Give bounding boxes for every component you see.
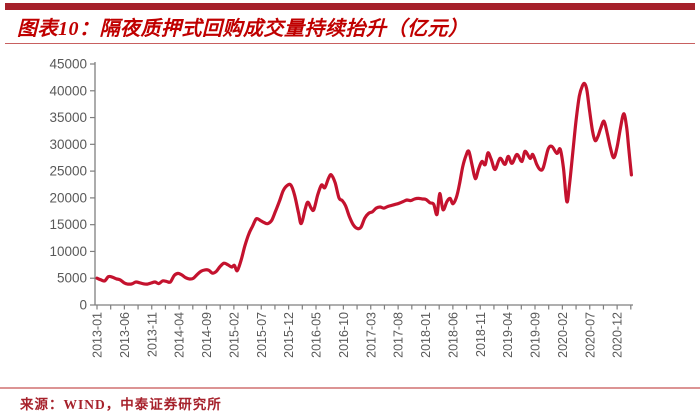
- footer-divider: [0, 387, 700, 389]
- x-axis-labels: 2013-01 2013-06 2013-11 2014-04 2014-09 2015-…: [91, 312, 625, 358]
- header-accent-bar: [5, 3, 695, 10]
- svg-text:5000: 5000: [57, 271, 87, 286]
- svg-text:40000: 40000: [49, 83, 87, 98]
- svg-text:2013-11: 2013-11: [145, 312, 159, 357]
- svg-text:10000: 10000: [49, 244, 87, 259]
- source-note: 来源：WIND，中泰证券研究所: [20, 397, 222, 412]
- svg-text:2016-05: 2016-05: [310, 312, 324, 358]
- svg-text:30000: 30000: [49, 137, 87, 152]
- svg-text:2015-07: 2015-07: [255, 312, 269, 358]
- svg-text:2014-04: 2014-04: [173, 312, 187, 358]
- svg-text:2015-12: 2015-12: [282, 312, 296, 358]
- svg-text:2014-09: 2014-09: [200, 312, 214, 358]
- svg-text:2018-06: 2018-06: [446, 312, 460, 358]
- svg-text:2018-01: 2018-01: [419, 312, 433, 358]
- figure-title: 图表10：隔夜质押式回购成交量持续抬升（亿元）: [17, 18, 469, 40]
- svg-text:2019-09: 2019-09: [529, 312, 543, 358]
- svg-text:2016-10: 2016-10: [337, 312, 351, 358]
- svg-text:2020-12: 2020-12: [611, 312, 625, 358]
- svg-text:25000: 25000: [49, 164, 87, 179]
- x-axis-ticks: [96, 305, 632, 310]
- y-axis-labels: 0 5000 10000 15000 20000 25000 30000 35000 40000…: [49, 57, 87, 313]
- svg-text:35000: 35000: [49, 110, 87, 125]
- y-axis-ticks: [90, 63, 95, 306]
- repo-volume-series-line: [95, 81, 633, 286]
- svg-text:2018-11: 2018-11: [474, 312, 488, 357]
- svg-text:2013-01: 2013-01: [91, 312, 105, 358]
- svg-text:2017-03: 2017-03: [364, 312, 378, 358]
- svg-text:2015-02: 2015-02: [227, 312, 241, 358]
- svg-text:2017-08: 2017-08: [392, 312, 406, 358]
- svg-text:2013-06: 2013-06: [118, 312, 132, 358]
- svg-text:2020-02: 2020-02: [556, 312, 570, 358]
- svg-text:2020-07: 2020-07: [583, 312, 597, 358]
- svg-text:2019-04: 2019-04: [501, 312, 515, 358]
- axes: [94, 62, 633, 306]
- svg-text:45000: 45000: [49, 57, 87, 72]
- svg-text:15000: 15000: [49, 217, 87, 232]
- title-underline: [5, 43, 695, 44]
- svg-text:20000: 20000: [49, 190, 87, 205]
- svg-text:0: 0: [79, 298, 87, 313]
